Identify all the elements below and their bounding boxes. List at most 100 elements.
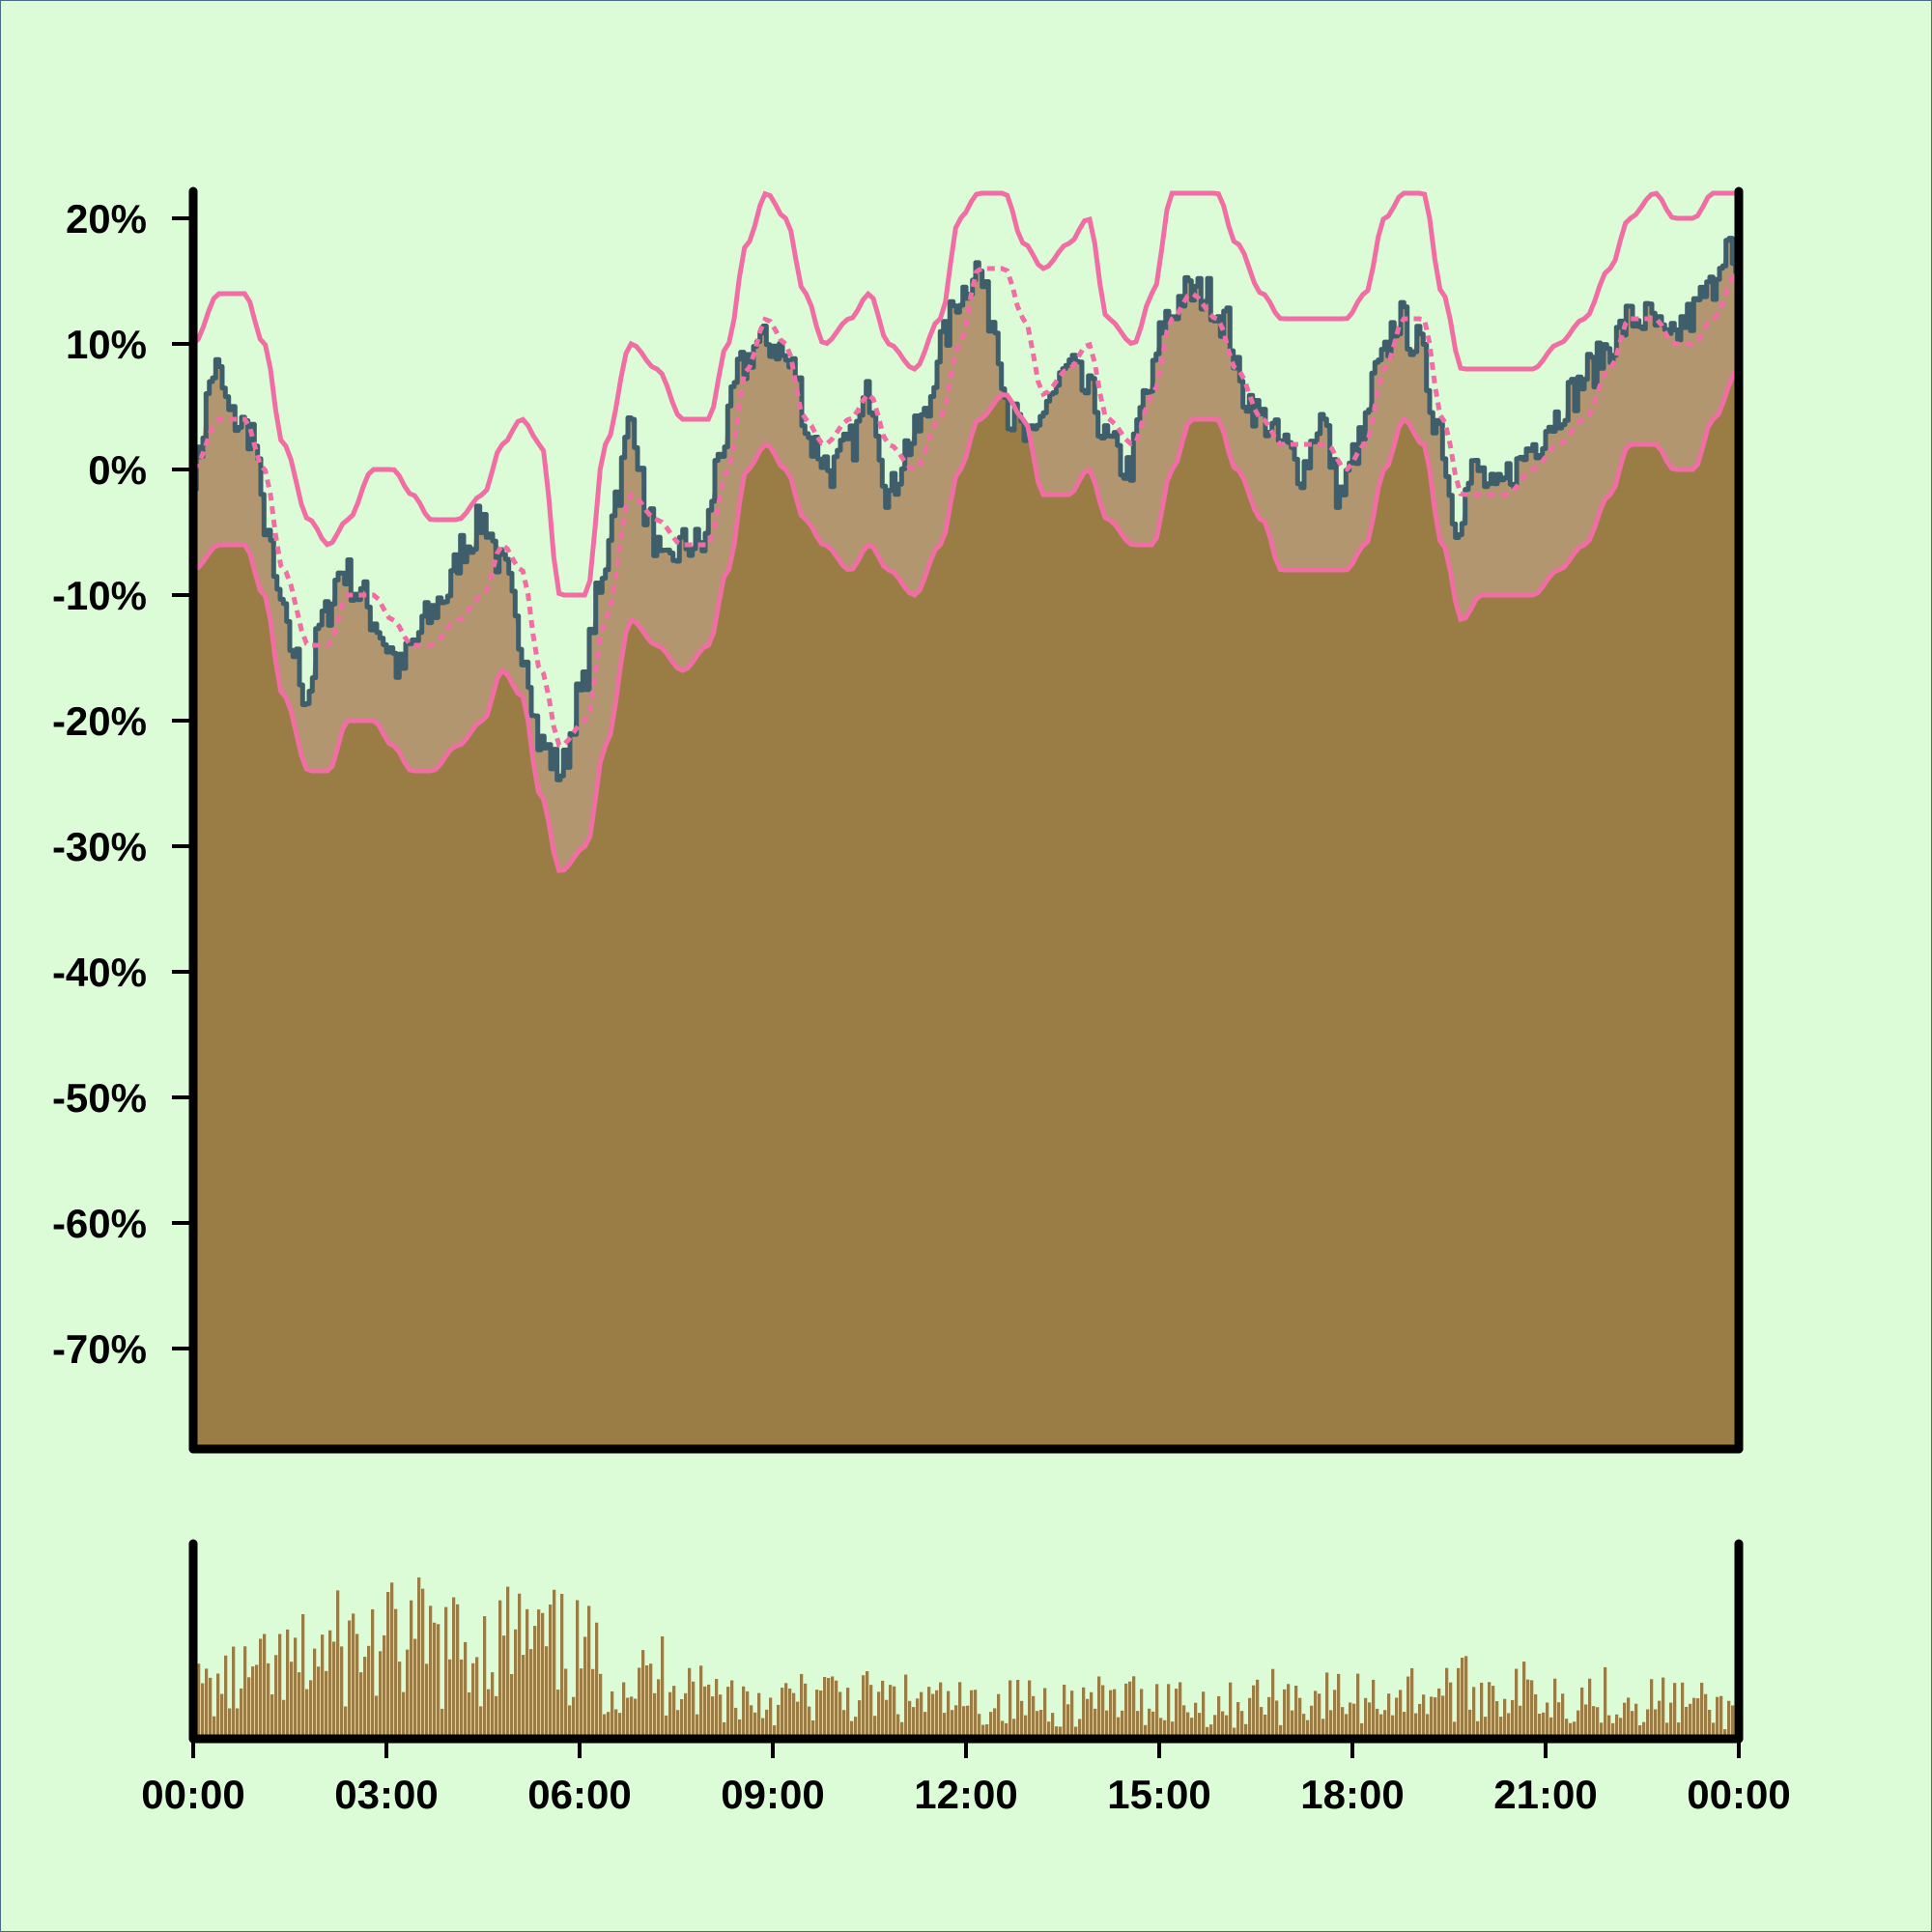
volume-bar [1256, 1679, 1260, 1739]
volume-bar [896, 1714, 900, 1739]
volume-bar [255, 1664, 259, 1739]
volume-bar [781, 1688, 784, 1739]
y-tick-label: -20% [52, 698, 147, 744]
volume-bar [1665, 1722, 1669, 1739]
volume-bar [638, 1667, 641, 1739]
volume-bar [1677, 1722, 1681, 1739]
volume-bar [325, 1670, 328, 1739]
volume-bar [549, 1605, 553, 1739]
volume-bar [591, 1668, 595, 1739]
y-tick-label: -40% [52, 950, 147, 995]
volume-bar [1190, 1718, 1194, 1739]
volume-bar [1596, 1707, 1600, 1739]
volume-bar [1175, 1689, 1179, 1739]
volume-bar [1167, 1684, 1171, 1739]
volume-bar [688, 1667, 692, 1739]
volume-bar [1449, 1682, 1453, 1739]
volume-bar [1391, 1715, 1395, 1739]
volume-bar [862, 1675, 866, 1739]
volume-bar [251, 1666, 255, 1739]
volume-bar [1526, 1679, 1530, 1739]
volume-bar [1476, 1720, 1480, 1739]
volume-bar [993, 1708, 997, 1739]
volume-bar [1414, 1713, 1418, 1739]
volume-bar [564, 1668, 568, 1739]
volume-bar [1654, 1709, 1658, 1739]
volume-bar [437, 1624, 440, 1739]
volume-bar [259, 1638, 263, 1739]
volume-bar [757, 1692, 761, 1739]
volume-bar [1712, 1722, 1716, 1739]
volume-bar [1101, 1685, 1105, 1739]
volume-bar [1727, 1700, 1731, 1739]
volume-bar [1074, 1726, 1078, 1739]
volume-bar [723, 1721, 726, 1739]
volume-bar [761, 1718, 765, 1739]
volume-bar [1260, 1707, 1264, 1739]
volume-bar [1298, 1697, 1302, 1739]
volume-bar [1364, 1697, 1368, 1739]
volume-bar [618, 1713, 622, 1739]
volume-bar [750, 1705, 753, 1739]
volume-bar [1658, 1700, 1662, 1739]
volume-bar [1499, 1717, 1503, 1739]
volume-bar [873, 1716, 877, 1739]
volume-bar [583, 1636, 587, 1739]
volume-bar [201, 1683, 205, 1739]
volume-bar [614, 1709, 618, 1739]
volume-bar [1341, 1707, 1345, 1739]
volume-bar [1546, 1702, 1549, 1739]
volume-bar [672, 1686, 676, 1739]
volume-bar [452, 1597, 456, 1739]
volume-bar [1577, 1710, 1580, 1739]
volume-bar [355, 1634, 359, 1739]
volume-bar [267, 1662, 270, 1739]
volume-bar [580, 1668, 583, 1739]
volume-bar [475, 1657, 479, 1739]
volume-bar [951, 1710, 954, 1739]
volume-bar [927, 1687, 931, 1739]
volume-bar [1646, 1709, 1650, 1739]
volume-bar [796, 1701, 800, 1739]
volume-bar [1592, 1706, 1596, 1739]
volume-bar [1395, 1697, 1399, 1739]
volume-bar [711, 1696, 715, 1739]
volume-bar [939, 1682, 943, 1739]
volume-bar [842, 1710, 846, 1739]
middle-band-line [193, 266, 1739, 748]
volume-bar [989, 1712, 993, 1739]
volume-bar [978, 1714, 981, 1739]
volume-bar [622, 1682, 626, 1739]
volume-bar [1607, 1715, 1611, 1739]
volume-bar [997, 1693, 1001, 1739]
volume-bar [665, 1715, 668, 1739]
x-tick-label: 03:00 [334, 1772, 438, 1817]
volume-bar [263, 1634, 267, 1739]
volume-bar [738, 1719, 742, 1739]
volume-bar [1233, 1727, 1236, 1739]
volume-bar [943, 1713, 947, 1739]
band-fill-area [193, 238, 1739, 871]
volume-bar [1318, 1693, 1321, 1739]
volume-bar [205, 1668, 209, 1739]
y-tick-label: 10% [66, 322, 147, 367]
volume-bar [332, 1641, 336, 1739]
volume-bar [1515, 1668, 1519, 1739]
volume-bar [572, 1696, 576, 1739]
volume-bar [413, 1638, 417, 1739]
volume-bar [811, 1719, 815, 1739]
volume-bar [518, 1593, 522, 1739]
volume-bar [1580, 1687, 1584, 1739]
volume-bar [1376, 1708, 1379, 1739]
volume-bar [1094, 1708, 1097, 1739]
y-tick-label: -30% [52, 824, 147, 869]
volume-bar [417, 1577, 421, 1739]
volume-bar [645, 1664, 649, 1739]
y-tick-label: 20% [66, 196, 147, 242]
volume-bar [719, 1694, 723, 1739]
volume-bar [734, 1707, 738, 1739]
volume-bar [317, 1666, 321, 1739]
volume-bar [495, 1695, 498, 1739]
volume-bar [309, 1680, 313, 1739]
volume-bar [425, 1663, 429, 1739]
